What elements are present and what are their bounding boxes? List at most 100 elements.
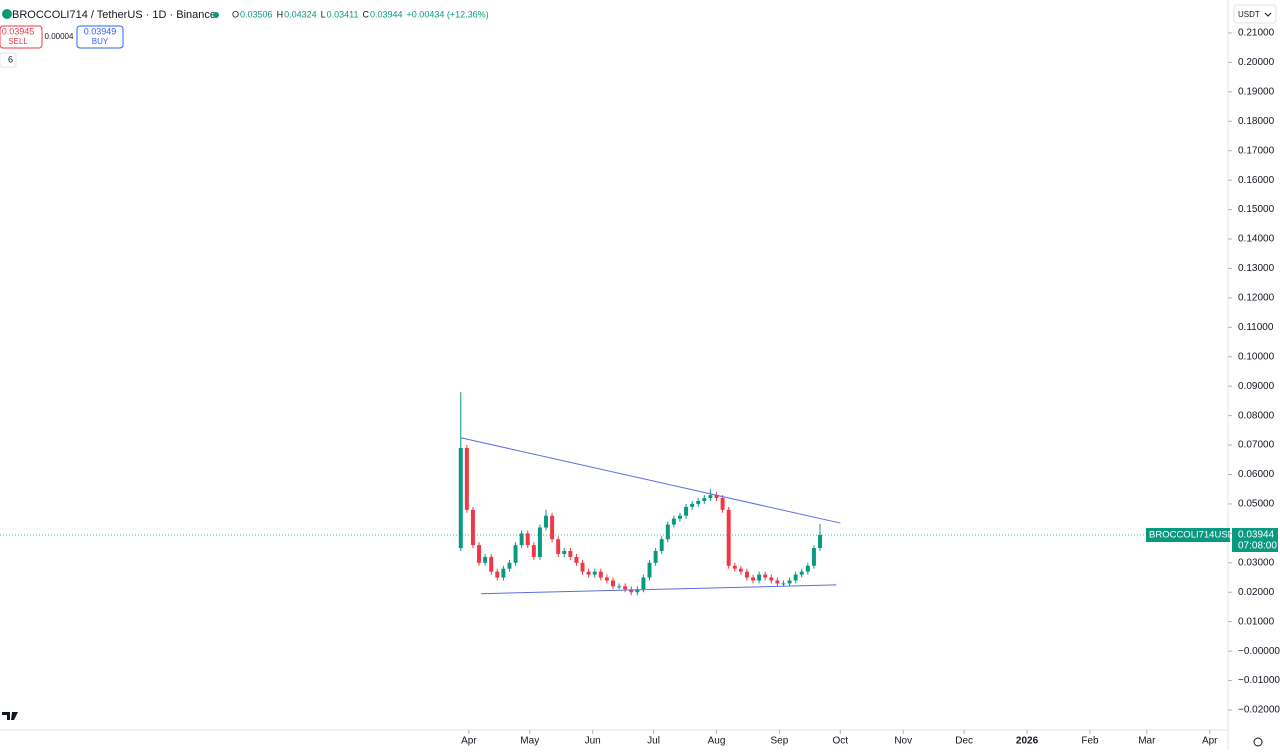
x-tick-label: 2026 xyxy=(1016,736,1039,747)
price-label: 0.03944 xyxy=(1238,530,1275,541)
candle-body xyxy=(684,506,689,516)
y-tick-label: 0.20000 xyxy=(1238,57,1275,68)
candle-body xyxy=(544,515,548,528)
ohlc-header: O 0.03506 H 0.04324 L 0.03411 C 0.03944 +0.00434… xyxy=(232,9,489,19)
y-tick-label: 0.01000 xyxy=(1238,616,1275,627)
x-tick-label: Nov xyxy=(894,736,912,747)
price-label-bg xyxy=(1232,528,1278,553)
y-tick-label: 0.05000 xyxy=(1238,499,1275,510)
candle-body xyxy=(574,556,579,563)
x-tick-label: Jun xyxy=(585,736,601,747)
x-tick-label: Aug xyxy=(708,736,726,747)
candle-body xyxy=(501,568,506,578)
x-tick-label: Feb xyxy=(1081,736,1099,747)
logo xyxy=(2,712,18,720)
y-tick-label: −0.00000 xyxy=(1238,646,1280,657)
candle-body xyxy=(598,571,603,578)
candle-body xyxy=(708,495,713,499)
candle-body xyxy=(818,535,822,548)
candle-body xyxy=(586,571,591,575)
buy-price: 0.03949 xyxy=(84,26,117,36)
candle-body xyxy=(477,545,482,563)
buy-label: BUY xyxy=(92,37,109,46)
market-status xyxy=(213,12,219,18)
candle-body xyxy=(507,562,512,569)
y-tick-label: −0.02000 xyxy=(1238,705,1280,716)
indicator-count: 6 xyxy=(8,54,13,64)
candle-body xyxy=(775,580,780,584)
candle-body xyxy=(513,545,518,563)
candle-body xyxy=(525,533,530,546)
candle-body xyxy=(592,571,597,575)
candle-body xyxy=(720,498,725,510)
y-tick-label: −0.01000 xyxy=(1238,675,1280,686)
spread: 0.00004 xyxy=(45,32,74,41)
symbol-icon xyxy=(2,9,12,19)
x-tick-label: May xyxy=(520,736,539,747)
candle-body xyxy=(751,577,756,581)
candle-body xyxy=(604,577,609,581)
y-tick-label: 0.17000 xyxy=(1238,145,1275,156)
x-tick-label: Dec xyxy=(955,736,973,747)
y-tick-label: 0.15000 xyxy=(1238,204,1275,215)
candle-body xyxy=(787,580,792,584)
x-tick-label: Sep xyxy=(771,736,789,747)
candle-body xyxy=(696,500,701,504)
symbol-label-bg xyxy=(1146,528,1230,543)
y-tick-label: 0.13000 xyxy=(1238,263,1275,274)
candle-body xyxy=(744,571,749,578)
candle-body xyxy=(464,448,469,510)
candle-body xyxy=(769,577,774,581)
currency-button[interactable] xyxy=(1233,4,1277,24)
candle-body xyxy=(659,539,664,552)
candle-body xyxy=(483,556,488,563)
candle-body xyxy=(811,548,816,566)
candle-body xyxy=(793,574,798,581)
candle-body xyxy=(568,551,573,557)
candle-body xyxy=(702,498,707,501)
y-tick-label: 0.19000 xyxy=(1238,86,1275,97)
candle-body xyxy=(690,503,695,507)
ohlc-label: C xyxy=(363,9,370,19)
candle-body xyxy=(763,574,768,578)
y-tick-label: 0.07000 xyxy=(1238,440,1275,451)
indicators-toggle[interactable] xyxy=(0,52,17,68)
y-tick-label: 0.11000 xyxy=(1238,322,1274,333)
x-tick-label: Apr xyxy=(461,736,477,747)
candle-body xyxy=(732,565,737,569)
trendline xyxy=(481,584,837,595)
candle-body xyxy=(665,524,670,540)
candle-body xyxy=(738,568,743,572)
sell-button[interactable] xyxy=(0,25,43,49)
sell-label: SELL xyxy=(8,37,28,46)
y-tick-label: 0.18000 xyxy=(1238,116,1275,127)
candle-body xyxy=(635,589,640,593)
candle-body xyxy=(799,571,804,575)
y-tick-label: 0.10000 xyxy=(1238,351,1275,362)
ohlc-label: L xyxy=(321,9,326,19)
settings-icon[interactable] xyxy=(1253,737,1263,747)
candle-body xyxy=(562,551,567,554)
trendline xyxy=(460,437,841,524)
candle-body xyxy=(550,515,555,540)
buy-button[interactable] xyxy=(76,25,124,49)
candle-body xyxy=(623,586,628,590)
candle-body xyxy=(611,580,615,587)
y-tick-label: 0.06000 xyxy=(1238,469,1275,480)
ohlc-label: O xyxy=(232,9,239,19)
candle-body xyxy=(556,539,561,554)
change: +0.00434 (+12.36%) xyxy=(407,9,489,19)
ohlc-value: 0.04324 xyxy=(284,9,317,19)
candle-body xyxy=(489,556,494,572)
candle-body xyxy=(531,545,536,557)
candle-body xyxy=(714,495,719,499)
candle-body xyxy=(677,515,682,519)
x-tick-label: Oct xyxy=(833,736,849,747)
x-tick-label: Apr xyxy=(1202,736,1218,747)
y-tick-label: 0.02000 xyxy=(1238,587,1275,598)
ohlc-value: 0.03411 xyxy=(327,9,359,19)
candle-body xyxy=(647,562,652,578)
candle-body xyxy=(671,518,676,525)
y-tick-label: 0.16000 xyxy=(1238,175,1275,186)
